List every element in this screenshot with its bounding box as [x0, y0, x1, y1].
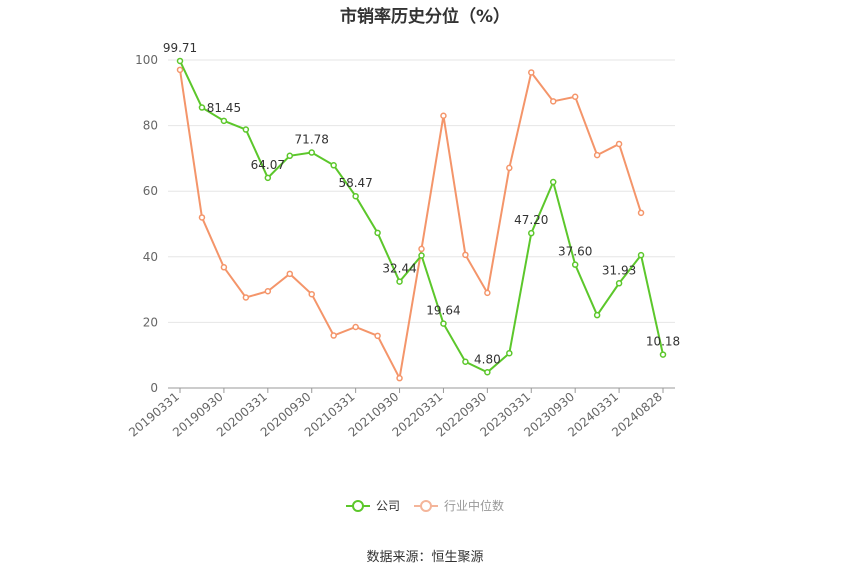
- data-point-industry: [462, 251, 469, 259]
- data-point-company: [484, 369, 491, 376]
- legend-item-industry[interactable]: 行业中位数: [414, 497, 504, 514]
- y-tick-label: 100: [135, 53, 158, 67]
- data-point-company: [242, 126, 250, 133]
- data-point-industry: [308, 290, 315, 298]
- data-point-industry: [528, 69, 535, 76]
- data-label: 37.60: [558, 245, 592, 259]
- series-line-industry: [179, 69, 642, 382]
- data-point-industry: [176, 66, 184, 74]
- data-point-company: [374, 229, 381, 237]
- data-label: 10.18: [646, 335, 680, 349]
- chart-legend: 公司 行业中位数: [0, 497, 850, 514]
- data-label: 71.78: [295, 133, 329, 147]
- data-point-company: [220, 117, 228, 125]
- data-point-company: [659, 351, 667, 358]
- data-label: 32.44: [382, 262, 416, 276]
- data-label: 58.47: [338, 176, 372, 190]
- y-tick-label: 20: [143, 315, 158, 329]
- data-point-industry: [637, 209, 645, 217]
- data-label: 31.93: [602, 263, 636, 277]
- chart-title: 市销率历史分位（%）: [339, 7, 511, 27]
- data-point-industry: [440, 112, 447, 120]
- data-label: 19.64: [426, 304, 460, 318]
- data-point-industry: [593, 151, 601, 159]
- data-point-company: [352, 192, 359, 200]
- series-line-company: [179, 60, 664, 374]
- data-point-industry: [484, 289, 491, 297]
- data-point-company: [286, 152, 294, 160]
- data-label: 47.20: [514, 213, 548, 227]
- data-point-company: [176, 57, 184, 65]
- legend-company-marker-icon: [345, 499, 370, 513]
- data-point-company: [198, 104, 206, 111]
- data-point-company: [396, 278, 403, 285]
- data-point-industry: [374, 332, 381, 340]
- data-point-industry: [549, 98, 557, 105]
- data-point-industry: [220, 264, 228, 271]
- data-point-company: [528, 229, 535, 237]
- data-point-industry: [286, 270, 294, 278]
- data-point-company: [549, 178, 557, 186]
- data-point-company: [264, 174, 272, 182]
- y-tick-label: 0: [150, 381, 158, 395]
- data-point-industry: [571, 93, 579, 100]
- data-point-industry: [198, 214, 206, 221]
- legend-item-company[interactable]: 公司: [345, 497, 400, 514]
- y-tick-label: 80: [143, 119, 158, 133]
- data-point-industry: [242, 294, 250, 301]
- data-point-company: [506, 349, 513, 357]
- legend-company-label: 公司: [375, 499, 400, 513]
- data-point-industry: [352, 323, 359, 331]
- data-point-industry: [396, 374, 403, 382]
- data-point-company: [571, 261, 579, 268]
- data-label: 99.71: [163, 41, 197, 55]
- data-source-note: 数据来源：恒生聚源: [366, 550, 484, 565]
- data-point-company: [440, 320, 447, 327]
- data-point-industry: [615, 140, 623, 148]
- data-point-industry: [264, 287, 272, 295]
- y-tick-label: 60: [143, 184, 158, 198]
- data-point-company: [637, 251, 645, 259]
- legend-industry-label: 行业中位数: [444, 499, 505, 513]
- data-point-company: [418, 252, 425, 259]
- data-label: 64.07: [251, 158, 285, 172]
- data-point-industry: [418, 245, 425, 253]
- data-point-company: [593, 311, 601, 319]
- data-label: 4.80: [474, 352, 501, 366]
- data-point-company: [615, 280, 623, 287]
- data-point-company: [308, 149, 315, 156]
- data-point-industry: [330, 332, 337, 339]
- data-point-industry: [506, 164, 513, 172]
- y-tick-label: 40: [143, 250, 158, 264]
- legend-industry-marker-icon: [414, 499, 438, 513]
- data-point-company: [462, 358, 469, 366]
- data-label: 81.45: [207, 101, 241, 115]
- data-point-company: [330, 162, 337, 169]
